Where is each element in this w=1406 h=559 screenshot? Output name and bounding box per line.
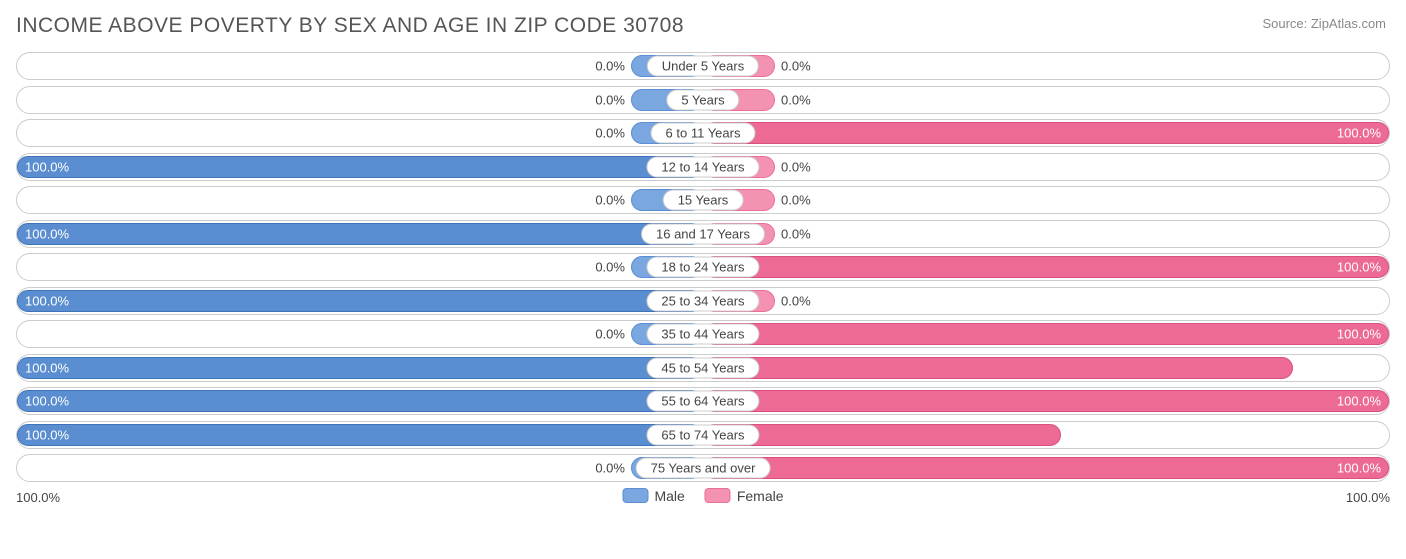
male-bar [17,223,703,245]
category-label: 18 to 24 Years [646,257,759,278]
chart-row: 0.0% 0.0% 5 Years [16,86,1390,114]
category-label: 16 and 17 Years [641,223,765,244]
chart-row: 100.0% 0.0% 25 to 34 Years [16,287,1390,315]
male-value-label: 100.0% [25,427,69,442]
category-label: 6 to 11 Years [651,123,756,144]
legend-item-female: Female [705,488,784,504]
male-value-label: 100.0% [25,394,69,409]
axis-right-label: 100.0% [1346,490,1390,505]
male-value-label: 0.0% [595,92,631,107]
female-value-label: 0.0% [775,92,811,107]
source-attribution: Source: ZipAtlas.com [1262,16,1386,31]
axis-left-label: 100.0% [16,490,60,505]
category-label: 5 Years [666,89,739,110]
chart-row: 0.0% 100.0% 35 to 44 Years [16,320,1390,348]
female-bar [703,357,1293,379]
diverging-bar-chart: 0.0%0.0%Under 5 Years0.0%0.0%5 Years0.0%… [16,52,1390,488]
female-bar [703,323,1389,345]
male-value-label: 100.0% [25,360,69,375]
female-value-label: 0.0% [775,193,811,208]
female-bar [703,256,1389,278]
male-value-label: 0.0% [595,461,631,476]
male-bar [17,290,703,312]
legend: Male Female [622,488,783,504]
female-value-label: 100.0% [1337,461,1381,476]
female-swatch [705,488,731,503]
male-swatch [622,488,648,503]
category-label: 12 to 14 Years [646,156,759,177]
chart-row: 100.0% 0.0% 16 and 17 Years [16,220,1390,248]
female-value-label: 100.0% [1337,327,1381,342]
chart-row: 100.0% 0.0% 12 to 14 Years [16,153,1390,181]
female-value-label: 100.0% [1337,260,1381,275]
female-bar [703,122,1389,144]
legend-female-label: Female [737,488,784,504]
female-value-label: 0.0% [775,226,811,241]
category-label: 75 Years and over [636,458,771,479]
chart-row: 0.0% 0.0% 15 Years [16,186,1390,214]
male-value-label: 0.0% [595,126,631,141]
legend-male-label: Male [654,488,684,504]
male-value-label: 0.0% [595,327,631,342]
chart-title: INCOME ABOVE POVERTY BY SEX AND AGE IN Z… [16,14,684,38]
male-value-label: 100.0% [25,159,69,174]
male-value-label: 100.0% [25,226,69,241]
category-label: 45 to 54 Years [646,357,759,378]
male-bar [17,390,703,412]
chart-row: 0.0% 0.0% Under 5 Years [16,52,1390,80]
female-value-label: 0.0% [775,59,811,74]
female-value-label: 86.0% [1344,360,1381,375]
category-label: 55 to 64 Years [646,391,759,412]
male-value-label: 0.0% [595,193,631,208]
female-value-label: 100.0% [1337,394,1381,409]
chart-row: 100.0% 100.0% 55 to 64 Years [16,387,1390,415]
chart-row: 0.0% 100.0% 75 Years and over [16,454,1390,482]
chart-row: 100.0% 52.2% 65 to 74 Years [16,421,1390,449]
category-label: 35 to 44 Years [646,324,759,345]
category-label: Under 5 Years [647,56,759,77]
female-value-label: 100.0% [1337,126,1381,141]
category-label: 15 Years [663,190,744,211]
female-bar [703,457,1389,479]
male-bar [17,156,703,178]
female-value-label: 0.0% [775,159,811,174]
chart-row: 0.0% 100.0% 18 to 24 Years [16,253,1390,281]
female-value-label: 0.0% [775,293,811,308]
legend-item-male: Male [622,488,684,504]
male-bar [17,357,703,379]
chart-row: 100.0% 86.0% 45 to 54 Years [16,354,1390,382]
male-value-label: 0.0% [595,260,631,275]
chart-row: 0.0% 100.0% 6 to 11 Years [16,119,1390,147]
male-bar [17,424,703,446]
male-value-label: 0.0% [595,59,631,74]
category-label: 65 to 74 Years [646,424,759,445]
female-bar [703,390,1389,412]
male-value-label: 100.0% [25,293,69,308]
female-value-label: 52.2% [1344,427,1381,442]
category-label: 25 to 34 Years [646,290,759,311]
